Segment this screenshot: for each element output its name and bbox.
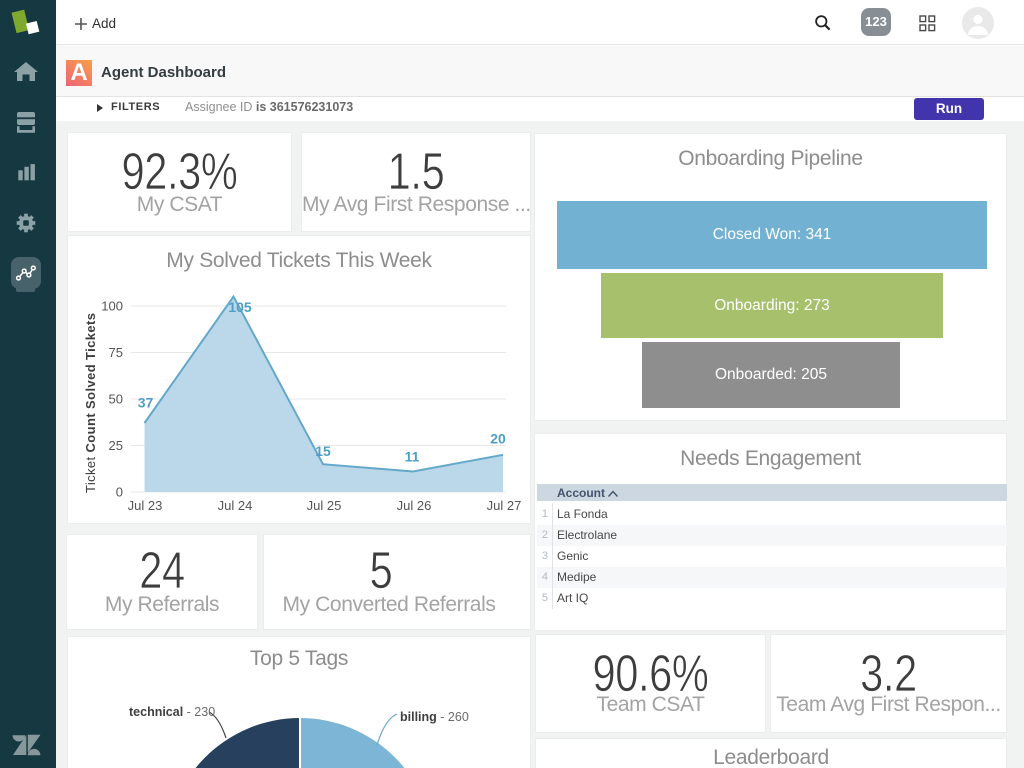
svg-text:11: 11 [405,449,420,465]
svg-text:15: 15 [315,443,331,459]
svg-text:37: 37 [138,395,154,411]
svg-text:100: 100 [101,299,123,314]
svg-text:105: 105 [228,299,252,315]
svg-text:0: 0 [116,485,123,500]
svg-text:Jul 23: Jul 23 [128,498,163,513]
svg-text:50: 50 [109,392,123,407]
svg-text:Jul 25: Jul 25 [307,498,342,513]
svg-text:75: 75 [109,345,123,360]
svg-text:25: 25 [109,438,123,453]
svg-text:Ticket Count Solved Tickets: Ticket Count Solved Tickets [83,313,98,493]
svg-text:Jul 24: Jul 24 [218,498,253,513]
svg-text:Jul 26: Jul 26 [397,498,432,513]
svg-text:Jul 27: Jul 27 [487,498,522,513]
svg-text:20: 20 [490,431,506,447]
